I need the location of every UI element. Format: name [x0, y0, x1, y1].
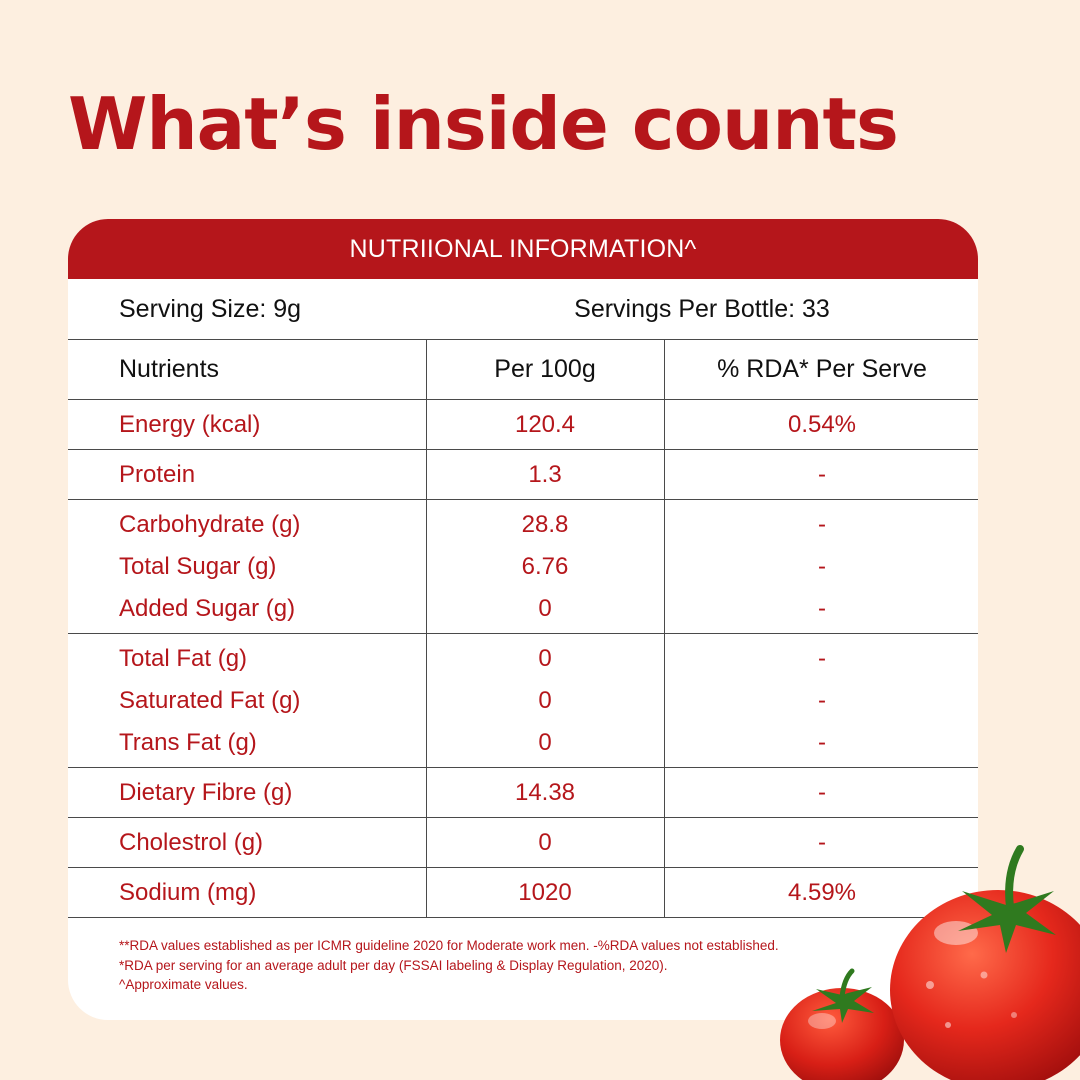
- nutrient-name: Energy (kcal): [68, 399, 426, 450]
- per-100g-value: 0: [538, 594, 552, 622]
- nutrition-table: Nutrients Per 100g % RDA* Per Serve Ener…: [68, 340, 978, 918]
- tomatoes-illustration: [780, 845, 1080, 1080]
- nutrient-name: Sodium (mg): [68, 867, 426, 918]
- table-row-group: Carbohydrate (g) Total Sugar (g) Added S…: [68, 499, 978, 634]
- serving-row: Serving Size: 9g Servings Per Bottle: 33: [68, 279, 978, 340]
- per-100g-value: 1020: [425, 867, 664, 918]
- table-row: Energy (kcal) 120.4 0.54%: [68, 399, 978, 450]
- table-row: Sodium (mg) 1020 4.59%: [68, 867, 978, 918]
- footnote: **RDA values established as per ICMR gui…: [119, 938, 779, 953]
- table-row: Dietary Fibre (g) 14.38 -: [68, 767, 978, 818]
- nutrient-name: Protein: [68, 449, 426, 500]
- footnote: ^Approximate values.: [119, 977, 248, 992]
- rda-value: -: [818, 686, 826, 714]
- rda-values: - - -: [663, 633, 978, 768]
- nutrient-name: Trans Fat (g): [119, 728, 257, 756]
- per-100g-value: 1.3: [425, 449, 664, 500]
- rda-value: -: [818, 728, 826, 756]
- rda-value: -: [663, 767, 978, 818]
- rda-value: -: [818, 594, 826, 622]
- nutrient-names: Total Fat (g) Saturated Fat (g) Trans Fa…: [68, 633, 426, 768]
- rda-value: -: [818, 644, 826, 672]
- rda-value: 4.59%: [663, 867, 978, 918]
- per-100g-value: 120.4: [425, 399, 664, 450]
- nutrient-name: Added Sugar (g): [119, 594, 296, 622]
- footnote: *RDA per serving for an average adult pe…: [119, 957, 668, 973]
- column-header-per-100g: Per 100g: [425, 340, 664, 400]
- large-tomato-icon: [890, 845, 1080, 1080]
- rda-value: 0.54%: [663, 399, 978, 450]
- nutrient-name: Dietary Fibre (g): [68, 767, 426, 818]
- per-100g-value: 6.76: [521, 552, 569, 580]
- table-row: Protein 1.3 -: [68, 449, 978, 500]
- nutrient-name: Saturated Fat (g): [119, 686, 301, 714]
- table-row: Cholestrol (g) 0 -: [68, 817, 978, 868]
- nutrient-name: Total Fat (g): [119, 644, 248, 672]
- nutrient-name: Cholestrol (g): [68, 817, 426, 868]
- page-title: What’s inside counts: [68, 82, 899, 166]
- per-100g-value: 14.38: [425, 767, 664, 818]
- serving-size: Serving Size: 9g: [119, 294, 302, 323]
- rda-value: -: [818, 510, 826, 538]
- rda-values: - - -: [663, 499, 978, 634]
- nutrient-names: Carbohydrate (g) Total Sugar (g) Added S…: [68, 499, 426, 634]
- small-tomato-icon: [780, 968, 904, 1080]
- per-100g-value: 28.8: [521, 510, 569, 538]
- column-header-rda: % RDA* Per Serve: [663, 340, 978, 400]
- nutrient-name: Total Sugar (g): [119, 552, 277, 580]
- per-100g-value: 0: [538, 728, 552, 756]
- rda-value: -: [663, 817, 978, 868]
- servings-per-bottle: Servings Per Bottle: 33: [574, 294, 830, 323]
- per-100g-value: 0: [425, 817, 664, 868]
- footnotes: **RDA values established as per ICMR gui…: [68, 918, 978, 995]
- rda-value: -: [663, 449, 978, 500]
- nutrition-card: NUTRIIONAL INFORMATION^ Serving Size: 9g…: [68, 219, 978, 1020]
- per-100g-values: 28.8 6.76 0: [425, 499, 664, 634]
- rda-value: -: [818, 552, 826, 580]
- per-100g-values: 0 0 0: [425, 633, 664, 768]
- table-row-group: Total Fat (g) Saturated Fat (g) Trans Fa…: [68, 633, 978, 768]
- table-header-row: Nutrients Per 100g % RDA* Per Serve: [68, 340, 978, 400]
- per-100g-value: 0: [538, 686, 552, 714]
- nutrient-name: Carbohydrate (g): [119, 510, 301, 538]
- card-header: NUTRIIONAL INFORMATION^: [68, 219, 978, 279]
- column-header-nutrients: Nutrients: [68, 340, 426, 400]
- per-100g-value: 0: [538, 644, 552, 672]
